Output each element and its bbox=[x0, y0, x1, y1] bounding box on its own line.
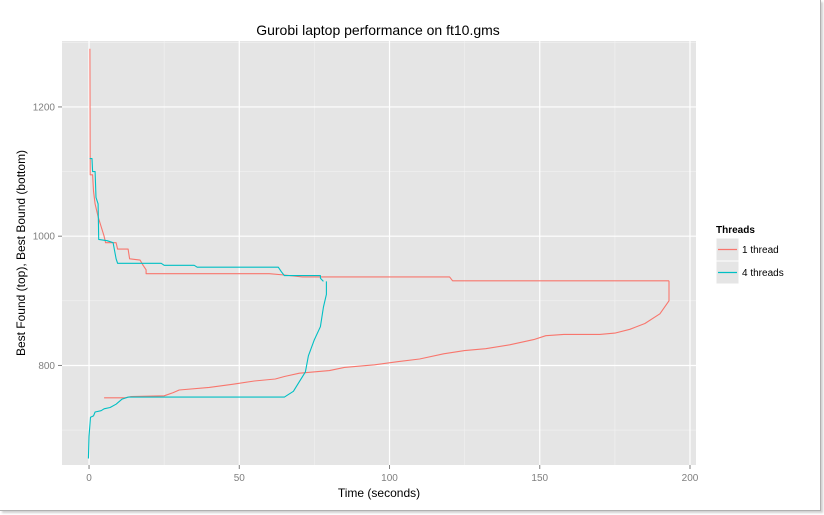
series-line-1-best-bound bbox=[104, 280, 670, 399]
series-layer bbox=[87, 48, 670, 459]
y-tick-label: 1000 bbox=[33, 232, 56, 243]
legend-label-1: 1 thread bbox=[742, 245, 779, 256]
legend-label-2: 4 threads bbox=[742, 268, 784, 279]
x-axis-label: Time (seconds) bbox=[338, 486, 420, 500]
grid-minor bbox=[62, 41, 696, 465]
series-line-2-best-bound bbox=[87, 281, 327, 459]
x-axis: 0 50 100 150 200 bbox=[86, 465, 699, 484]
x-tick-label: 0 bbox=[86, 473, 92, 484]
y-tick-label: 1200 bbox=[33, 102, 56, 113]
plot-panel bbox=[62, 41, 696, 465]
chart-title: Gurobi laptop performance on ft10.gms bbox=[256, 22, 500, 38]
series-line-2-best-found bbox=[89, 158, 324, 282]
x-tick-label: 200 bbox=[682, 473, 699, 484]
grid-major bbox=[62, 41, 696, 465]
legend: Threads 1 thread 4 threads bbox=[715, 225, 784, 285]
y-axis-label: Best Found (top), Best Bound (bottom) bbox=[14, 150, 28, 356]
x-tick-label: 100 bbox=[381, 473, 398, 484]
y-axis: 800 1000 1200 bbox=[33, 102, 62, 372]
y-tick-label: 800 bbox=[38, 361, 55, 372]
x-tick-label: 150 bbox=[531, 473, 548, 484]
legend-title: Threads bbox=[716, 225, 755, 236]
x-tick-label: 50 bbox=[234, 473, 246, 484]
